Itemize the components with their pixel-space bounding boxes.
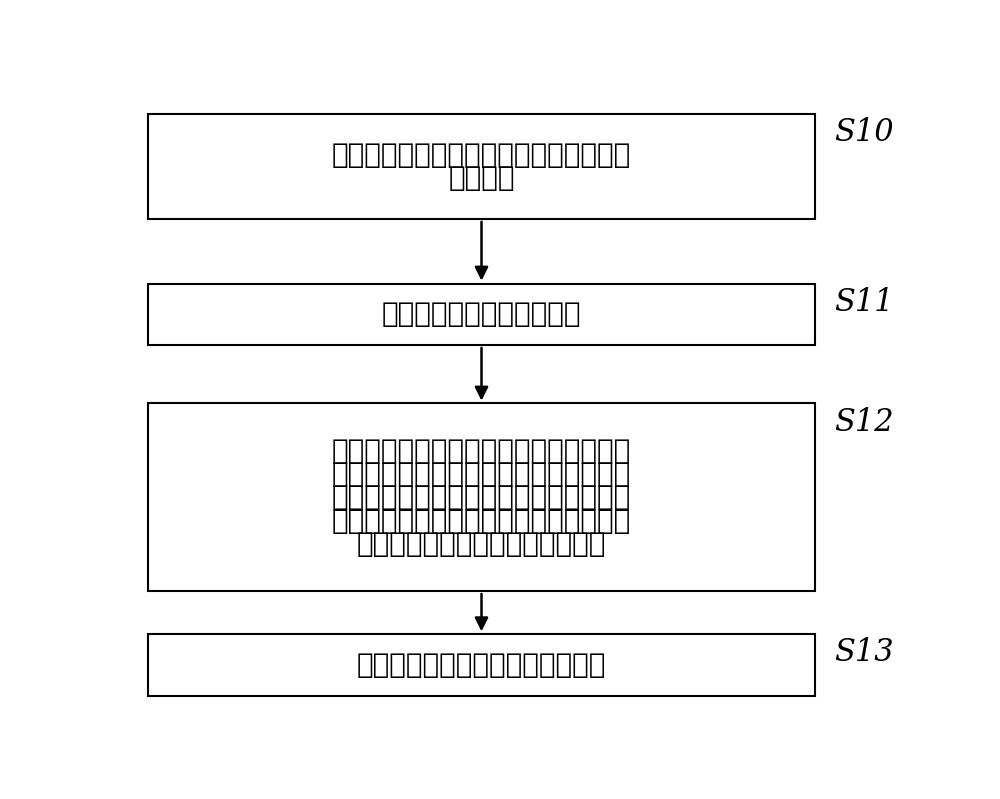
FancyBboxPatch shape xyxy=(148,114,815,219)
FancyBboxPatch shape xyxy=(148,284,815,345)
Text: S10: S10 xyxy=(834,117,894,149)
FancyBboxPatch shape xyxy=(148,403,815,591)
Text: 在一衬底基板上依次形成栅极电极层、第: 在一衬底基板上依次形成栅极电极层、第 xyxy=(332,141,631,169)
Text: 一绝缘层: 一绝缘层 xyxy=(448,165,515,193)
Text: 在有源层上沉积钝化层，钝化层包括第二: 在有源层上沉积钝化层，钝化层包括第二 xyxy=(332,436,631,464)
Text: ，而第三绝缘层采用等离子体增强化学气: ，而第三绝缘层采用等离子体增强化学气 xyxy=(332,507,631,535)
Text: 在钝化层上形成源极和漏极电极层: 在钝化层上形成源极和漏极电极层 xyxy=(357,651,606,679)
Text: S11: S11 xyxy=(834,287,894,317)
Text: 层采用原子层沉积工艺而沉积在有源层上: 层采用原子层沉积工艺而沉积在有源层上 xyxy=(332,483,631,511)
Text: S12: S12 xyxy=(834,407,894,438)
FancyBboxPatch shape xyxy=(148,634,815,696)
Text: 绝缘层以及第三绝缘层，其中，第二绝缘: 绝缘层以及第三绝缘层，其中，第二绝缘 xyxy=(332,460,631,488)
Text: 相沉积工艺而沉积在第二绝缘层上: 相沉积工艺而沉积在第二绝缘层上 xyxy=(357,530,606,558)
Text: S13: S13 xyxy=(834,638,894,668)
Text: 在第一绝缘层上形成有源层: 在第一绝缘层上形成有源层 xyxy=(382,300,581,328)
